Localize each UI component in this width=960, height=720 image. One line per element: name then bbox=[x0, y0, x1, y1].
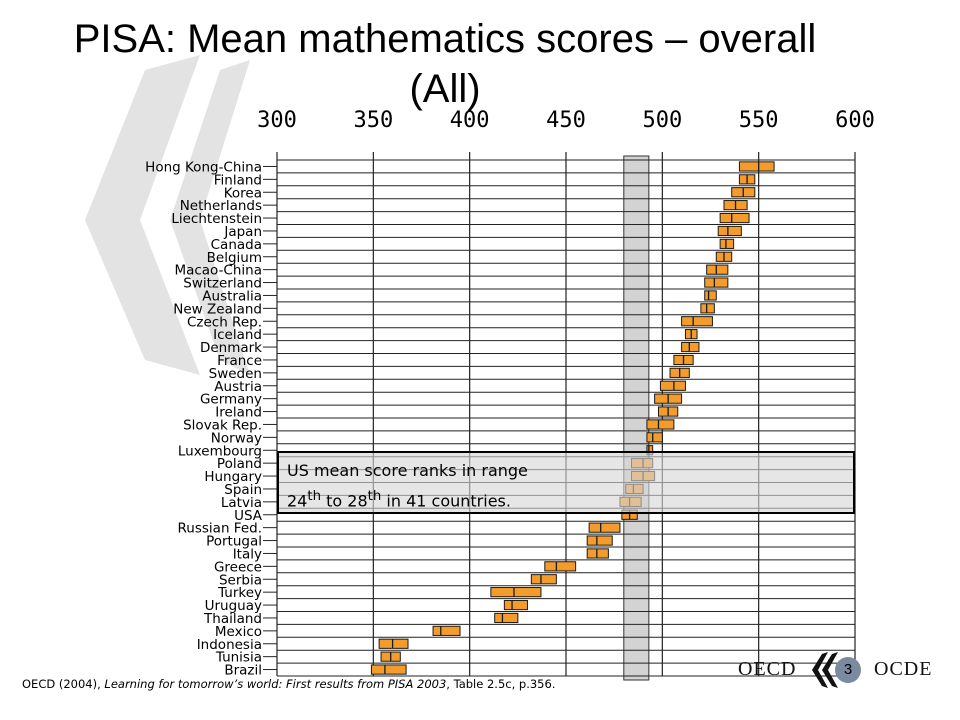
country-label-macao-china: Macao-China bbox=[174, 263, 262, 279]
country-label-greece: Greece bbox=[214, 559, 262, 575]
country-label-serbia: Serbia bbox=[219, 572, 262, 588]
country-label-czech-rep: Czech Rep. bbox=[187, 314, 262, 330]
range-bar-hong-kong-china bbox=[738, 161, 775, 172]
country-label-spain: Spain bbox=[224, 482, 262, 498]
country-label-usa: USA bbox=[234, 508, 263, 524]
title-line-2: (All) bbox=[409, 67, 481, 111]
x-tick-label-550: 550 bbox=[739, 108, 779, 133]
range-bar-switzerland bbox=[704, 277, 729, 288]
country-label-mexico: Mexico bbox=[215, 624, 262, 640]
country-label-slovak-rep: Slovak Rep. bbox=[183, 417, 262, 433]
range-bar-italy bbox=[586, 548, 609, 559]
country-label-sweden: Sweden bbox=[209, 366, 262, 382]
country-label-luxembourg: Luxembourg bbox=[178, 443, 262, 459]
range-bar-australia bbox=[704, 290, 717, 301]
citation-prefix: OECD (2004), bbox=[22, 677, 105, 691]
callout-rank-low: 24 bbox=[287, 491, 308, 511]
callout-line-1: US mean score ranks in range bbox=[287, 461, 528, 480]
range-bar-japan bbox=[717, 225, 742, 237]
country-label-korea: Korea bbox=[224, 185, 262, 201]
country-label-tunisia: Tunisia bbox=[215, 650, 262, 666]
country-label-netherlands: Netherlands bbox=[180, 198, 262, 214]
x-tick-label-500: 500 bbox=[642, 108, 682, 133]
country-label-iceland: Iceland bbox=[213, 327, 262, 343]
country-label-norway: Norway bbox=[211, 430, 262, 446]
range-bar-mexico bbox=[432, 625, 461, 636]
country-label-belgium: Belgium bbox=[207, 250, 262, 266]
range-bar-norway bbox=[646, 432, 663, 443]
country-label-indonesia: Indonesia bbox=[197, 637, 262, 653]
logo-chevron-icon bbox=[812, 652, 838, 688]
country-label-switzerland: Switzerland bbox=[183, 276, 262, 292]
range-bar-portugal bbox=[586, 535, 613, 546]
citation-suffix: , Table 2.5c, p.356. bbox=[446, 677, 556, 691]
country-label-denmark: Denmark bbox=[200, 340, 262, 356]
country-label-austria: Austria bbox=[214, 379, 262, 395]
country-label-australia: Australia bbox=[202, 288, 262, 304]
country-label-thailand: Thailand bbox=[203, 611, 262, 627]
country-label-portugal: Portugal bbox=[206, 534, 262, 550]
country-label-poland: Poland bbox=[217, 456, 262, 472]
country-label-finland: Finland bbox=[214, 172, 262, 188]
range-bar-macao-china bbox=[706, 264, 729, 275]
range-bar-new-zealand bbox=[700, 303, 715, 314]
country-label-brazil: Brazil bbox=[224, 663, 262, 679]
country-label-latvia: Latvia bbox=[221, 495, 262, 511]
range-bar-czech-rep bbox=[681, 316, 713, 327]
country-label-new-zealand: New Zealand bbox=[173, 301, 262, 317]
range-bar-russian-fed bbox=[588, 522, 621, 533]
range-bar-turkey bbox=[490, 587, 542, 598]
country-label-germany: Germany bbox=[200, 392, 262, 408]
watermark-chevron-right bbox=[170, 60, 250, 375]
callout-sup-2: th bbox=[367, 489, 382, 504]
range-bar-liechtenstein bbox=[719, 212, 750, 224]
x-tick-label-450: 450 bbox=[546, 108, 586, 133]
x-tick-label-300: 300 bbox=[257, 108, 297, 133]
range-bar-indonesia bbox=[378, 638, 409, 649]
watermark-chevron-left bbox=[85, 55, 200, 375]
country-label-liechtenstein: Liechtenstein bbox=[171, 211, 262, 227]
callout-sup-1: th bbox=[307, 489, 322, 504]
x-tick-label-400: 400 bbox=[450, 108, 490, 133]
logo-text-ocde: OCDE bbox=[874, 658, 933, 680]
page-number-badge: 3 bbox=[835, 657, 861, 683]
oecd-chevron-watermark bbox=[85, 55, 250, 375]
range-bar-greece bbox=[544, 561, 577, 572]
range-bar-slovak-rep bbox=[646, 419, 675, 430]
country-label-hong-kong-china: Hong Kong-China bbox=[145, 159, 262, 175]
range-bar-brazil bbox=[370, 664, 407, 675]
us-rank-callout: US mean score ranks in range 24th to 28t… bbox=[277, 451, 855, 514]
range-bar-thailand bbox=[494, 612, 519, 624]
country-label-canada: Canada bbox=[211, 237, 262, 253]
oecd-logo: OECD 3 OCDE bbox=[738, 652, 938, 692]
logo-text-oecd: OECD bbox=[738, 658, 797, 680]
slide-title: PISA: Mean mathematics scores – overall … bbox=[0, 14, 890, 114]
range-bar-serbia bbox=[530, 574, 557, 585]
range-bar-uruguay bbox=[503, 599, 528, 611]
country-label-france: France bbox=[217, 353, 262, 369]
country-label-japan: Japan bbox=[223, 224, 262, 240]
x-tick-label-350: 350 bbox=[353, 108, 393, 133]
callout-rank-high: to 28 bbox=[321, 491, 368, 511]
country-label-turkey: Turkey bbox=[217, 585, 262, 601]
country-label-hungary: Hungary bbox=[204, 469, 262, 485]
range-bar-austria bbox=[659, 380, 686, 391]
range-bar-denmark bbox=[681, 341, 700, 353]
range-bar-canada bbox=[719, 238, 735, 249]
country-label-italy: Italy bbox=[233, 546, 262, 562]
citation-title: Learning for tomorrow’s world: First res… bbox=[104, 677, 447, 691]
country-label-ireland: Ireland bbox=[215, 405, 262, 421]
callout-rank-tail: in 41 countries. bbox=[381, 491, 511, 511]
country-label-uruguay: Uruguay bbox=[205, 598, 262, 614]
title-line-1: PISA: Mean mathematics scores – overall bbox=[73, 17, 817, 61]
callout-line-2: 24th to 28th in 41 countries. bbox=[287, 484, 845, 514]
country-label-russian-fed: Russian Fed. bbox=[178, 521, 262, 537]
source-citation: OECD (2004), Learning for tomorrow’s wor… bbox=[22, 677, 555, 691]
x-tick-label-600: 600 bbox=[835, 108, 875, 133]
